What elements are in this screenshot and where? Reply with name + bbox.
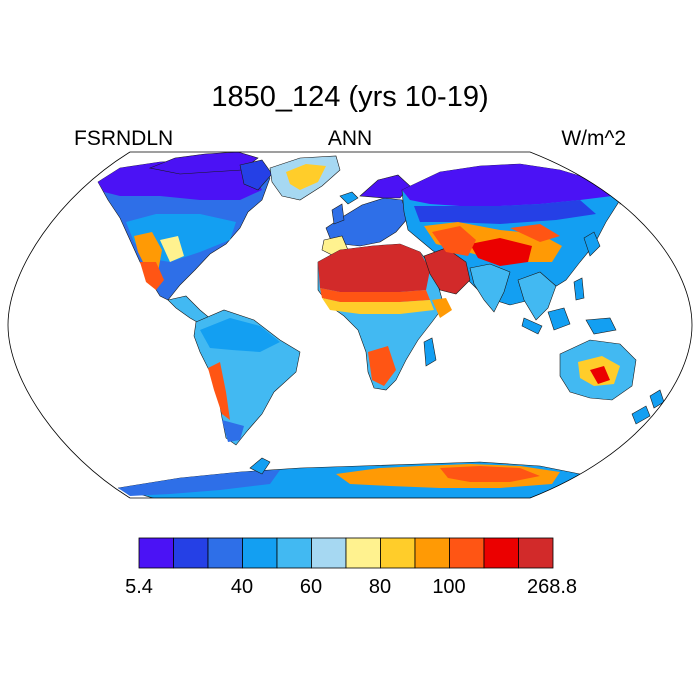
variable-name: FSRNDLN [74, 127, 174, 150]
season-label: ANN [327, 127, 373, 150]
colorbar-box-9 [449, 537, 485, 569]
australia-center-hot [590, 366, 610, 384]
kamchatka [617, 173, 641, 205]
colorbar-box-5 [311, 537, 347, 569]
colorbar-box-0 [138, 537, 174, 569]
antarctica-coast [118, 470, 280, 496]
colorbar [138, 537, 554, 569]
sahara [318, 244, 430, 292]
madagascar [423, 337, 437, 367]
iran-dry [432, 226, 476, 256]
british-isles [331, 203, 345, 225]
new-zealand-north [649, 389, 665, 409]
southeast-asia [517, 271, 557, 321]
antarctica-peninsula [249, 457, 271, 475]
iceland [339, 191, 359, 205]
sahara-edge [320, 288, 430, 302]
colorbar-box-4 [276, 537, 312, 569]
colorbar-box-10 [483, 537, 519, 569]
land-field [97, 152, 665, 498]
antarctica-east-high [440, 466, 540, 482]
horn-of-africa [432, 298, 452, 318]
siberia [402, 164, 612, 206]
plot-title: 1850_124 (yrs 10-19) [211, 81, 489, 113]
sahel [322, 298, 434, 314]
mongolia-dry [510, 224, 560, 242]
colorbar-label-0: 5.4 [125, 576, 153, 598]
colorbar-label-3: 80 [368, 576, 392, 598]
colorbar-label-1: 40 [230, 576, 254, 598]
greenland-interior [286, 164, 326, 190]
siberia-south [414, 200, 596, 224]
philippines [573, 277, 585, 301]
north-america-plains [160, 236, 184, 262]
south-america-north [200, 318, 280, 352]
new-guinea [585, 317, 617, 335]
colorbar-box-1 [173, 537, 209, 569]
india [469, 263, 511, 313]
north-america-southwest [140, 262, 164, 290]
colorbar-box-6 [345, 537, 381, 569]
arctic-islands [148, 152, 259, 175]
colorbar-box-2 [207, 537, 243, 569]
baffin-island [239, 159, 273, 191]
colorbar-box-3 [242, 537, 278, 569]
colorbar-box-8 [414, 537, 450, 569]
japan [583, 231, 601, 257]
map-boundary [7, 151, 693, 499]
colorbar-box-11 [518, 537, 554, 569]
new-zealand-south [631, 405, 651, 425]
indonesia-borneo [547, 307, 571, 331]
indonesia-sumatra [521, 317, 543, 335]
tibet-high [470, 238, 532, 266]
andes-dry [208, 362, 230, 420]
colorbar-label-4: 100 [432, 576, 466, 598]
colorbar-label-5: 268.8 [526, 576, 578, 598]
patagonia [222, 420, 244, 442]
namib-kalahari [368, 346, 396, 386]
units-label: W/m^2 [561, 127, 626, 150]
colorbar-box-7 [380, 537, 416, 569]
colorbar-label-2: 60 [299, 576, 323, 598]
